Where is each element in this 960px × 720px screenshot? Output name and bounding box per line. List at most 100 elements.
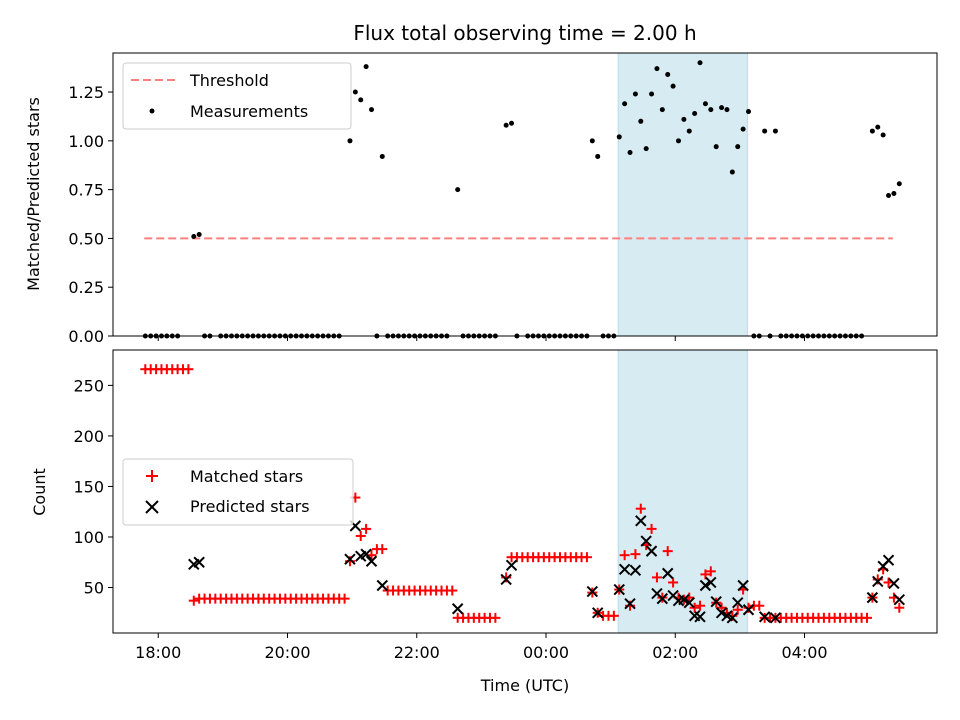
measurement-point: [369, 107, 375, 113]
bottom-legend-box: [122, 458, 354, 526]
predicted-star-point: [451, 603, 464, 615]
matched-star-point: [490, 612, 501, 623]
legend-matched-label: Matched stars: [190, 467, 303, 486]
measurement-point: [675, 138, 681, 144]
matched-star-point: [695, 600, 706, 611]
measurement-point: [896, 181, 902, 187]
y-tick-label: 50: [84, 579, 104, 598]
measurement-point: [509, 120, 515, 126]
y-tick-label: 0.75: [68, 181, 104, 200]
matched-star-point: [635, 503, 646, 514]
predicted-star-point: [662, 567, 674, 580]
predicted-star-point: [500, 573, 512, 586]
measurement-point: [622, 101, 628, 107]
measurement-point: [347, 138, 353, 144]
matched-star-point: [716, 602, 727, 613]
measurement-point: [708, 107, 714, 113]
measurement-point: [729, 169, 735, 175]
measurement-point: [379, 153, 385, 159]
measurement-point: [746, 109, 752, 115]
measurement-point: [191, 233, 197, 239]
predicted-star-point: [710, 595, 722, 608]
matched-star-point: [339, 593, 350, 604]
predicted-star-point: [872, 575, 884, 588]
matched-star-point: [894, 602, 905, 613]
matched-star-point: [183, 364, 194, 375]
matched-star-point: [662, 546, 673, 557]
predicted-star-point: [591, 607, 604, 619]
x-tick-label: 22:00: [394, 643, 440, 662]
measurement-point: [719, 105, 725, 111]
predicted-star-point: [640, 535, 652, 547]
measurement-point: [649, 91, 655, 97]
legend-predicted-label: Predicted stars: [190, 497, 310, 516]
measurement-point: [455, 187, 461, 193]
measurement-point: [659, 107, 665, 113]
bottom-panel: 50 100 150 200 250 18:00 20:00 22:00 00:00 02:00…: [30, 349, 938, 695]
y-tick-label: 1.00: [68, 132, 104, 151]
legend-measurements-label: Measurements: [190, 102, 308, 121]
x-tick-label: 02:00: [652, 643, 698, 662]
predicted-star-point: [365, 555, 378, 567]
predicted-star-point: [737, 579, 749, 592]
measurement-point: [891, 191, 897, 197]
predicted-star-point: [888, 577, 900, 590]
legend-predicted-swatch: [145, 500, 159, 514]
measurement-point: [869, 128, 875, 134]
x-tick-label: 20:00: [264, 643, 310, 662]
matched-star-point: [355, 530, 366, 541]
measurement-point: [670, 83, 676, 89]
matched-star-point: [646, 523, 657, 534]
measurement-point: [196, 232, 202, 238]
matched-star-point: [754, 600, 765, 611]
chart-title: Flux total observing time = 2.00 h: [353, 21, 696, 45]
predicted-star-point: [193, 556, 205, 568]
predicted-star-point: [656, 592, 669, 605]
measurement-point: [627, 150, 633, 156]
measurement-point: [875, 124, 881, 130]
matched-star-point: [689, 602, 700, 613]
measurement-point: [702, 101, 708, 107]
measurement-point: [772, 128, 778, 134]
predicted-star-point: [866, 591, 879, 604]
matched-star-point: [608, 610, 619, 621]
predicted-star-point: [613, 583, 625, 596]
matched-star-point: [581, 552, 592, 563]
matched-star-point: [188, 595, 199, 606]
measurement-point: [740, 126, 746, 132]
top-legend: Threshold Measurements: [122, 62, 352, 130]
matched-star-point: [361, 523, 372, 534]
predicted-star-point: [742, 604, 755, 616]
legend-matched-swatch: [146, 470, 158, 482]
predicted-star-point: [635, 515, 647, 527]
predicted-star-point: [715, 607, 728, 619]
matched-star-point: [668, 577, 679, 588]
measurement-point: [686, 128, 692, 134]
predicted-star-point: [344, 553, 356, 565]
measurement-point: [589, 138, 595, 144]
x-tick-label: 00:00: [523, 643, 569, 662]
predicted-star-point: [694, 611, 706, 623]
top-y-axis-label: Matched/Predicted stars: [24, 97, 43, 291]
measurement-point: [654, 66, 660, 72]
y-tick-label: 1.25: [68, 83, 104, 102]
measurement-point: [681, 116, 687, 122]
predicted-star-point: [699, 579, 712, 592]
measurement-point: [762, 128, 768, 134]
measurement-point: [665, 71, 671, 77]
y-tick-label: 200: [73, 427, 104, 446]
measurement-point: [713, 144, 719, 150]
y-tick-label: 0.50: [68, 229, 104, 248]
matched-star-point: [861, 612, 872, 623]
x-tick-label: 04:00: [781, 643, 827, 662]
legend-measurements-swatch: [149, 108, 155, 114]
measurement-point: [352, 89, 358, 95]
measurement-point: [632, 91, 638, 97]
predicted-star-point: [758, 611, 771, 623]
predicted-star-point: [893, 593, 906, 606]
matched-star-point: [630, 549, 641, 560]
top-panel: 0.00 0.25 0.50 0.75 1.00 1.25 Matched/Predict…: [24, 52, 938, 346]
predicted-star-point: [624, 597, 636, 610]
matched-star-point: [619, 550, 630, 561]
